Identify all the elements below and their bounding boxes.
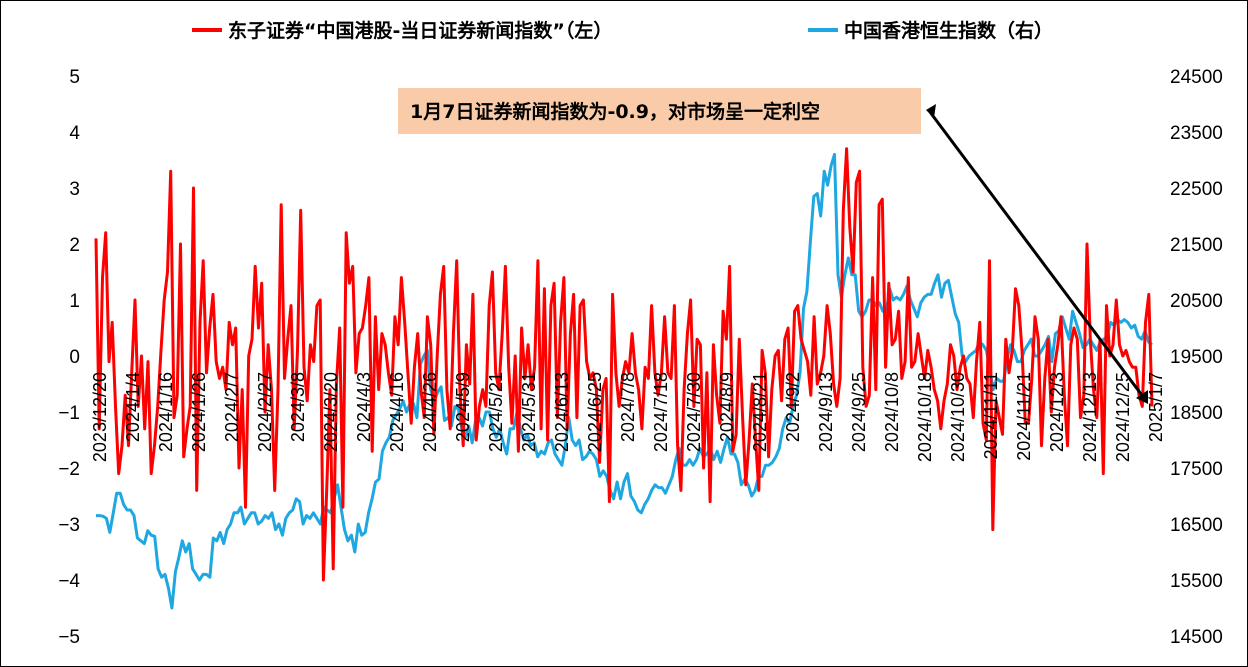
y-left-tick-label: 3	[69, 179, 80, 200]
x-tick-label: 2024/6/13	[552, 372, 572, 452]
x-tick-label: 2024/1/4	[123, 372, 143, 442]
x-tick-label: 2024/3/8	[288, 372, 308, 442]
x-tick-label: 2024/9/2	[783, 372, 803, 442]
x-tick-label: 2024/11/11	[981, 372, 1001, 459]
y-right-tick-label: 23500	[1170, 123, 1223, 144]
y-left-tick-label: 5	[69, 67, 80, 88]
x-tick-label: 2024/8/9	[717, 372, 737, 442]
x-tick-label: 2024/10/18	[915, 372, 935, 462]
y-left-tick-label: 2	[69, 235, 80, 256]
x-tick-label: 2025/1/7	[1146, 372, 1166, 442]
x-tick-label: 2024/4/16	[387, 372, 407, 452]
x-tick-label: 2024/6/25	[585, 372, 605, 452]
x-tick-label: 2024/12/13	[1080, 372, 1100, 462]
x-tick-label: 2024/8/21	[750, 372, 770, 452]
y-left-tick-label: 4	[69, 123, 80, 144]
x-tick-label: 2024/4/26	[420, 372, 440, 452]
x-tick-label: 2024/12/25	[1113, 372, 1133, 462]
series-line-news-index	[94, 147, 1154, 582]
x-tick-label: 2024/3/20	[321, 372, 341, 452]
x-tick-label: 2024/1/26	[189, 372, 209, 452]
y-right-tick-label: 16500	[1170, 515, 1223, 536]
x-tick-label: 2024/2/27	[255, 372, 275, 452]
y-left-tick-label: −1	[58, 403, 80, 424]
y-right-tick-label: 22500	[1170, 179, 1223, 200]
y-right-tick-label: 19500	[1170, 347, 1223, 368]
y-left-tick-label: −5	[58, 627, 80, 648]
x-tick-label: 2023/12/20	[90, 372, 110, 462]
y-left-tick-label: −4	[58, 571, 80, 592]
legend-label-hang-seng: 中国香港恒生指数（右）	[844, 19, 1053, 42]
y-right-tick-label: 20500	[1170, 291, 1223, 312]
y-axis-right: 24500 23500 22500 21500 20500 19500 18500 17500…	[1170, 67, 1223, 648]
x-tick-label: 2024/7/30	[684, 372, 704, 452]
annotation-box	[398, 88, 921, 134]
x-tick-label: 2024/1/16	[156, 372, 176, 452]
y-right-tick-label: 24500	[1170, 67, 1223, 88]
y-right-tick-label: 18500	[1170, 403, 1223, 424]
y-right-tick-label: 17500	[1170, 459, 1223, 480]
x-axis-labels: 2023/12/20 2024/1/4 2024/1/16 2024/1/26 2024…	[90, 372, 1166, 462]
y-right-tick-label: 14500	[1170, 627, 1223, 648]
y-left-tick-label: 0	[69, 347, 80, 368]
x-tick-label: 2024/11/21	[1014, 372, 1034, 461]
x-tick-label: 2024/12/3	[1047, 372, 1067, 452]
x-tick-label: 2024/7/18	[651, 372, 671, 452]
y-left-tick-label: −3	[58, 515, 80, 536]
y-axis-left: 5 4 3 2 1 0 −1 −2 −3 −4 −5	[58, 67, 80, 648]
annotation-arrow-line	[928, 111, 1146, 399]
x-tick-label: 2024/9/13	[816, 372, 836, 452]
annotation-arrow-head	[926, 104, 936, 118]
x-tick-label: 2024/9/25	[849, 372, 869, 452]
x-tick-label: 2024/4/3	[354, 372, 374, 442]
x-tick-label: 2024/7/8	[618, 372, 638, 442]
annotation-text: 1月7日证券新闻指数为-0.9，对市场呈一定利空	[410, 100, 820, 123]
legend-label-news-index: 东子证券“中国港股-当日证券新闻指数”（左）	[228, 19, 612, 42]
annotation: 1月7日证券新闻指数为-0.9，对市场呈一定利空	[398, 88, 1148, 404]
annotation-arrow-tail	[1136, 390, 1148, 404]
y-left-tick-label: −2	[58, 459, 80, 480]
legend: 东子证券“中国港股-当日证券新闻指数”（左） 中国香港恒生指数（右）	[192, 19, 1053, 42]
y-right-tick-label: 21500	[1170, 235, 1223, 256]
y-right-tick-label: 15500	[1170, 571, 1223, 592]
x-tick-label: 2024/5/9	[453, 372, 473, 442]
x-tick-label: 2024/10/30	[948, 372, 968, 462]
x-tick-label: 2024/5/31	[519, 372, 539, 452]
x-tick-label: 2024/5/21	[486, 372, 506, 452]
y-left-tick-label: 1	[69, 291, 80, 312]
x-tick-label: 2024/2/7	[222, 372, 242, 442]
x-tick-label: 2024/10/8	[882, 372, 902, 452]
